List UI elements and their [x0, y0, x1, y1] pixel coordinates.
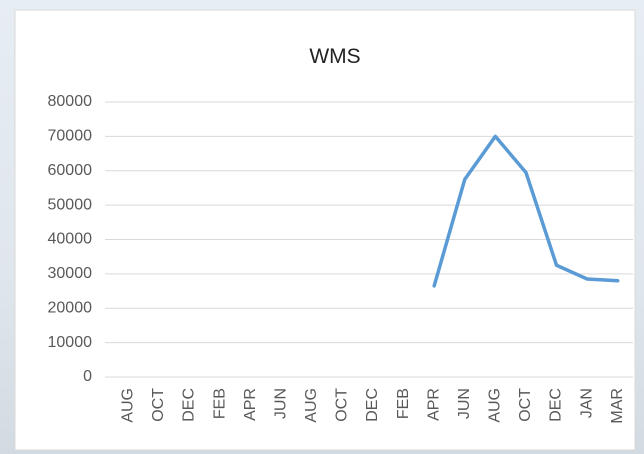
x-tick-label: APR: [242, 388, 259, 421]
x-tick-label: APR: [425, 388, 442, 421]
x-tick-label: DEC: [548, 388, 565, 422]
y-tick-label: 80000: [48, 93, 93, 110]
y-tick-label: 30000: [48, 265, 93, 282]
x-tick-label: MAR: [609, 388, 626, 424]
line-series: [432, 134, 620, 288]
x-tick-label: JAN: [578, 388, 595, 418]
x-tick-label: AUG: [120, 388, 137, 423]
x-tick-label: AUG: [487, 388, 504, 423]
x-tick-label: JUN: [272, 388, 289, 419]
y-tick-label: 70000: [48, 128, 93, 145]
x-tick-label: OCT: [150, 388, 167, 422]
x-tick-label: OCT: [517, 388, 534, 422]
x-tick-label: AUG: [303, 388, 320, 423]
x-tick-label: FEB: [395, 388, 412, 419]
y-tick-label: 10000: [48, 334, 93, 351]
y-tick-label: 50000: [48, 196, 93, 213]
x-tick-label: DEC: [364, 388, 381, 422]
y-tick-label: 40000: [48, 231, 93, 248]
x-tick-label: OCT: [334, 388, 351, 422]
chart-title: WMS: [309, 45, 360, 68]
y-tick-label: 20000: [48, 299, 93, 316]
y-tick-label: 0: [83, 368, 92, 385]
x-tick-label: DEC: [181, 388, 198, 422]
x-tick-label: JUN: [456, 388, 473, 419]
chart-area: [14, 9, 636, 451]
x-tick-label: FEB: [211, 388, 228, 419]
y-tick-label: 60000: [48, 162, 93, 179]
